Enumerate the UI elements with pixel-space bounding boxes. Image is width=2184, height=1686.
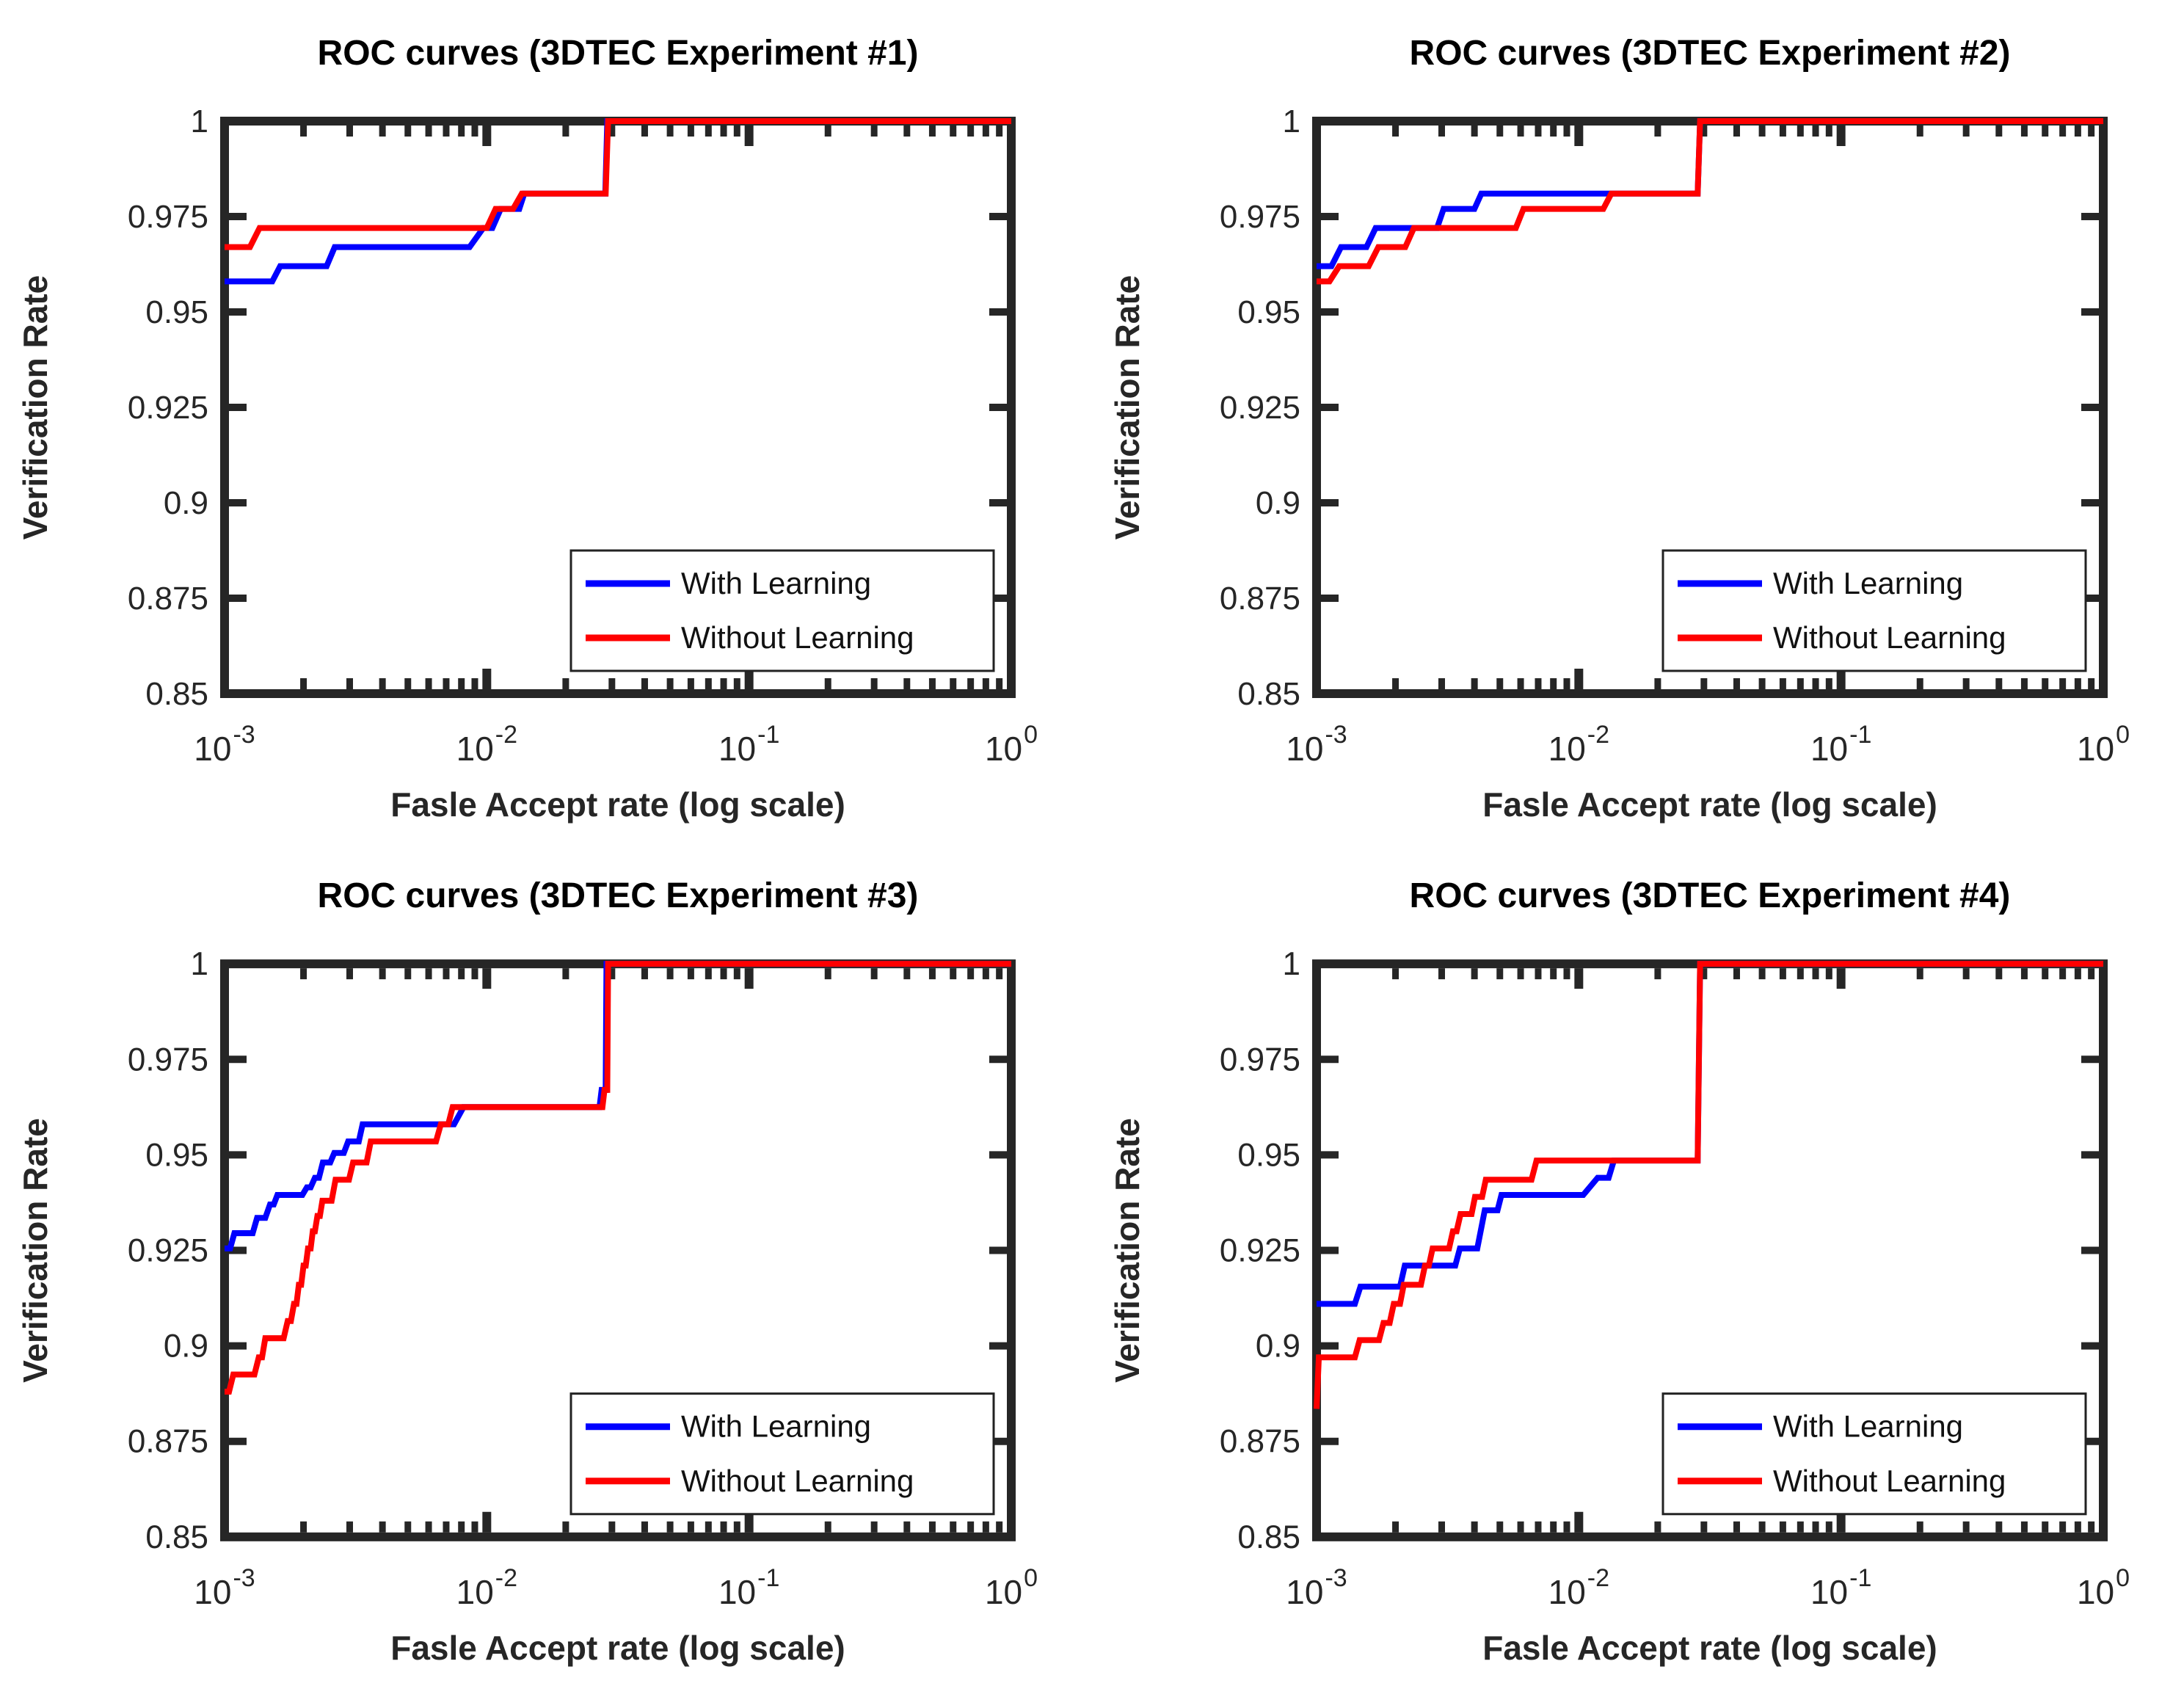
roc-chart-experiment-1: With Learning Without Learning ROC curves … [16, 34, 1038, 824]
x-tick-label: 10-3 [1286, 1564, 1347, 1611]
y-tick-label: 0.975 [128, 1042, 208, 1078]
x-tick-label: 10-3 [194, 1564, 255, 1611]
roc-chart-experiment-2: With Learning Without Learning ROC curves … [1108, 34, 2130, 824]
y-tick-label: 0.975 [1220, 1042, 1300, 1078]
y-tick-label: 1 [191, 103, 208, 139]
y-axis-label: Verification Rate [16, 1118, 54, 1383]
x-axis-label: Fasle Accept rate (log scale) [1482, 785, 1937, 824]
y-tick-label: 0.875 [1220, 581, 1300, 617]
x-tick-label: 10-3 [194, 721, 255, 768]
x-tick-label: 10-1 [718, 721, 779, 768]
legend-label: With Learning [1773, 566, 1963, 600]
legend-label: With Learning [681, 566, 871, 600]
y-tick-label: 1 [1283, 103, 1300, 139]
y-tick-label: 0.9 [1256, 485, 1300, 521]
y-axis-label: Verification Rate [1108, 275, 1146, 539]
y-tick-label: 0.975 [128, 199, 208, 235]
y-tick-label: 0.95 [145, 1137, 208, 1173]
x-tick-label: 100 [2077, 1564, 2130, 1611]
x-axis-label: Fasle Accept rate (log scale) [390, 1629, 845, 1667]
y-tick-label: 0.95 [1237, 294, 1300, 330]
y-tick-label: 0.925 [128, 1232, 208, 1268]
roc-chart-experiment-4: With Learning Without Learning ROC curves … [1108, 876, 2130, 1667]
chart-title: ROC curves (3DTEC Experiment #3) [318, 876, 919, 915]
roc-chart-cell-2: With Learning Without Learning ROC curves … [1092, 0, 2184, 843]
x-tick-label: 10-2 [1548, 721, 1609, 768]
roc-curve-without-learning [225, 961, 1011, 1395]
roc-curve-with-learning [1317, 118, 2103, 269]
chart-title: ROC curves (3DTEC Experiment #2) [1410, 34, 2011, 73]
chart-title: ROC curves (3DTEC Experiment #1) [318, 34, 919, 73]
roc-chart-cell-1: With Learning Without Learning ROC curves … [0, 0, 1092, 843]
x-tick-label: 10-1 [1810, 721, 1871, 768]
roc-curve-with-learning [225, 961, 1011, 1251]
y-tick-label: 0.85 [1237, 676, 1300, 712]
y-tick-label: 0.9 [164, 1329, 208, 1365]
y-tick-label: 0.925 [1220, 390, 1300, 426]
roc-curve-without-learning [1314, 961, 2103, 1409]
roc-chart-cell-3: With Learning Without Learning ROC curves … [0, 843, 1092, 1686]
legend-label: With Learning [681, 1409, 871, 1444]
legend-box [569, 549, 995, 672]
y-tick-label: 0.85 [1237, 1519, 1300, 1555]
y-tick-label: 0.9 [164, 485, 208, 521]
y-tick-label: 0.875 [128, 1424, 208, 1460]
roc-curve-without-learning [1317, 118, 2103, 285]
roc-chart-cell-4: With Learning Without Learning ROC curves … [1092, 843, 2184, 1686]
legend-box [1661, 549, 2087, 672]
y-tick-label: 1 [191, 946, 208, 982]
y-tick-label: 0.875 [1220, 1424, 1300, 1460]
y-tick-label: 0.95 [1237, 1137, 1300, 1173]
y-axis-label: Verification Rate [16, 275, 54, 539]
x-tick-label: 10-3 [1286, 721, 1347, 768]
legend-label: Without Learning [681, 1464, 914, 1498]
y-tick-label: 0.9 [1256, 1329, 1300, 1365]
x-axis-label: Fasle Accept rate (log scale) [1482, 1629, 1937, 1667]
y-tick-label: 0.875 [128, 581, 208, 617]
y-tick-label: 0.925 [128, 390, 208, 426]
legend-box [569, 1392, 995, 1516]
x-tick-label: 10-2 [1548, 1564, 1609, 1611]
roc-chart-experiment-3: With Learning Without Learning ROC curves … [16, 876, 1038, 1667]
x-tick-label: 10-1 [1810, 1564, 1871, 1611]
y-tick-label: 0.925 [1220, 1232, 1300, 1268]
legend-label: Without Learning [681, 620, 914, 655]
x-tick-label: 10-2 [456, 721, 517, 768]
y-tick-label: 0.85 [145, 1519, 208, 1555]
x-tick-label: 100 [985, 1564, 1038, 1611]
legend-box [1661, 1392, 2087, 1516]
legend-label: Without Learning [1773, 1464, 2006, 1498]
y-tick-label: 1 [1283, 946, 1300, 982]
x-tick-label: 100 [985, 721, 1038, 768]
legend-label: With Learning [1773, 1409, 1963, 1444]
legend-label: Without Learning [1773, 620, 2006, 655]
roc-curve-without-learning [225, 118, 1011, 250]
x-axis-label: Fasle Accept rate (log scale) [390, 785, 845, 824]
y-axis-label: Verification Rate [1108, 1118, 1146, 1383]
roc-curve-with-learning [225, 118, 1011, 285]
y-tick-label: 0.975 [1220, 199, 1300, 235]
y-tick-label: 0.85 [145, 676, 208, 712]
x-tick-label: 10-1 [718, 1564, 779, 1611]
x-tick-label: 10-2 [456, 1564, 517, 1611]
x-tick-label: 100 [2077, 721, 2130, 768]
chart-title: ROC curves (3DTEC Experiment #4) [1410, 876, 2011, 915]
y-tick-label: 0.95 [145, 294, 208, 330]
